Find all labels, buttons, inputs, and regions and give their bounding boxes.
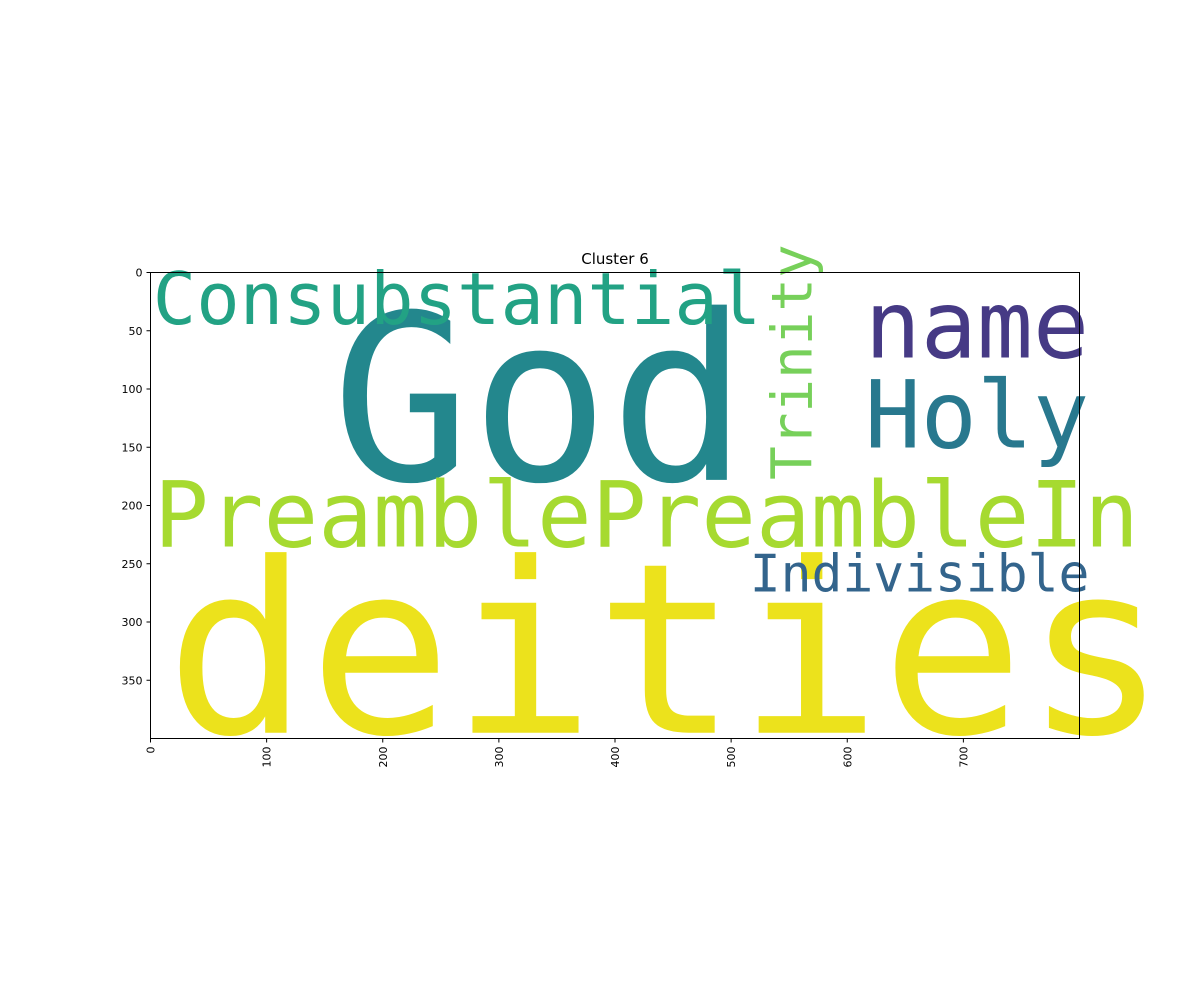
- y-tick-label: 0: [136, 267, 143, 280]
- x-axis: 0 100 200 300 400 500 600 700: [145, 738, 970, 768]
- y-tick-label: 100: [122, 383, 143, 396]
- y-tick-label: 50: [129, 325, 143, 338]
- y-axis: 0 50 100 150 200 250 300 350: [122, 267, 151, 687]
- word-name: name: [865, 271, 1089, 380]
- y-tick-label: 300: [122, 616, 143, 629]
- x-tick-label: 600: [841, 747, 854, 768]
- x-tick-label: 0: [145, 747, 158, 754]
- y-tick-label: 150: [122, 441, 143, 454]
- x-tick-label: 700: [957, 747, 970, 768]
- chart-title: Cluster 6: [581, 250, 649, 268]
- word-indivisible: Indivisible: [750, 545, 1090, 605]
- x-tick-label: 500: [725, 747, 738, 768]
- word-deities: deities: [166, 513, 1168, 790]
- x-tick-label: 100: [261, 747, 274, 768]
- x-tick-label: 300: [493, 747, 506, 768]
- word-trinity: Trinity: [760, 244, 825, 480]
- word-preamblepreamblein: PreamblePreambleIn: [154, 463, 1139, 568]
- x-tick-label: 400: [609, 747, 622, 768]
- y-tick-label: 250: [122, 558, 143, 571]
- y-tick-label: 200: [122, 500, 143, 513]
- x-tick-label: 200: [377, 747, 390, 768]
- y-tick-label: 350: [122, 674, 143, 687]
- word-holy: Holy: [865, 360, 1089, 469]
- word-god: God: [332, 267, 749, 535]
- word-consubstantial: Consubstantial: [153, 258, 761, 342]
